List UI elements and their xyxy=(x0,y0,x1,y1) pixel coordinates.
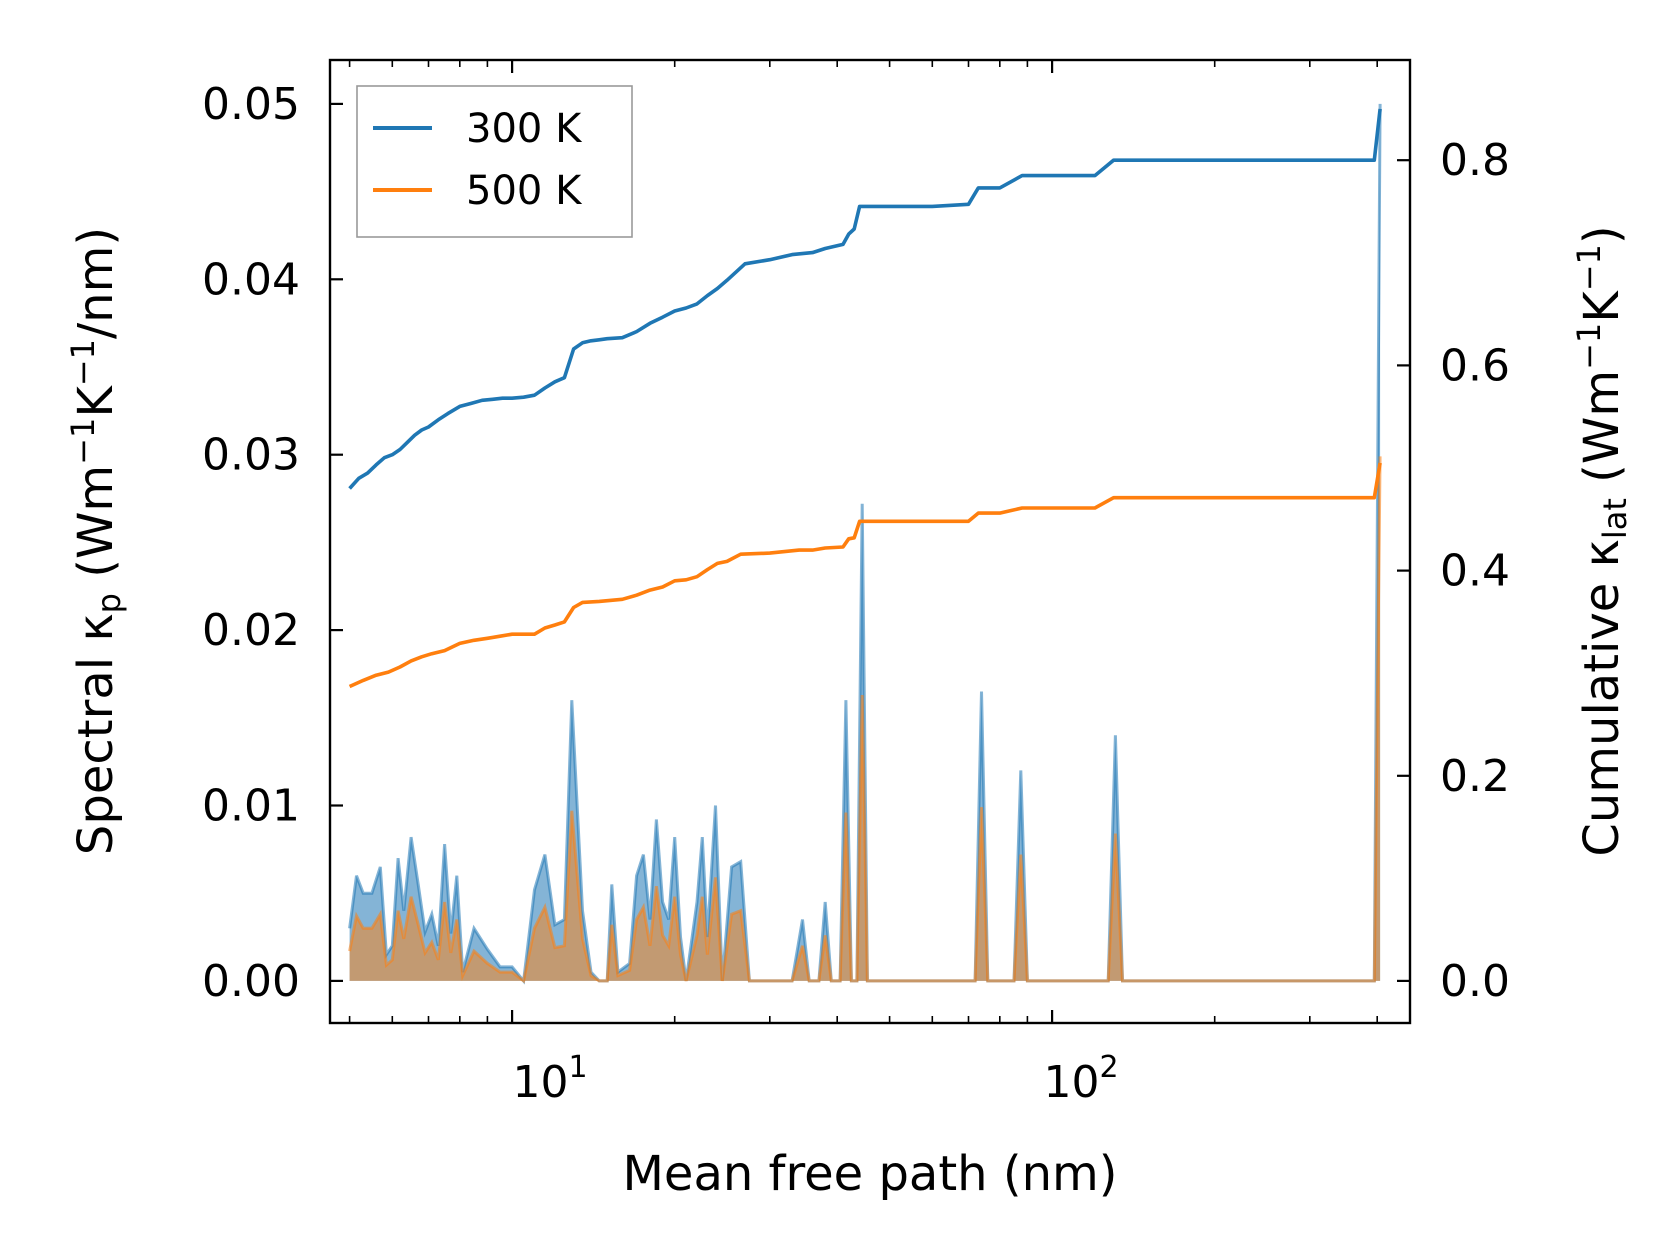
y-right-axis-label: Cumulative κlat (Wm−1K−1) xyxy=(1570,225,1634,856)
cumulative-line-300k xyxy=(348,108,1382,490)
legend-label-500k: 500 K xyxy=(466,168,583,214)
y-left-tick-label: 0.00 xyxy=(202,956,300,1007)
spectral-fills xyxy=(348,103,1382,985)
spectral-line-500k xyxy=(348,456,1382,984)
x-tick-label-10: 101 xyxy=(512,1050,587,1108)
y-right-tick-label: 0.8 xyxy=(1440,135,1510,186)
y-right-tick-label: 0.6 xyxy=(1440,340,1510,391)
y-left-tick-label: 0.01 xyxy=(202,781,300,832)
y-left-tick-label: 0.02 xyxy=(202,605,300,656)
plot-frame xyxy=(328,58,1412,1025)
y-left-tick-labels: 0.00 0.01 0.02 0.03 0.04 0.05 xyxy=(202,79,300,1007)
y-right-tick-label: 0.4 xyxy=(1440,546,1510,597)
y-left-tick-label: 0.05 xyxy=(202,79,300,130)
y-left-tick-label: 0.04 xyxy=(202,254,300,305)
y-right-tick-labels: 0.0 0.2 0.4 0.6 0.8 xyxy=(1440,135,1510,1007)
y-right-tick-label: 0.0 xyxy=(1440,956,1510,1007)
x-tick-label-100: 102 xyxy=(1043,1050,1118,1108)
series-lines xyxy=(348,108,1382,689)
cumulative-line-500k xyxy=(348,462,1382,689)
legend-frame xyxy=(356,85,633,238)
x-axis-label: Mean free path (nm) xyxy=(623,1146,1118,1202)
y-left-tick-label: 0.03 xyxy=(202,430,300,481)
y-right-tick-label: 0.2 xyxy=(1440,751,1510,802)
legend: 300 K 500 K xyxy=(356,85,633,238)
legend-label-300k: 300 K xyxy=(466,106,583,152)
y-left-axis-label: Spectral κp (Wm−1K−1/nm) xyxy=(64,227,128,855)
